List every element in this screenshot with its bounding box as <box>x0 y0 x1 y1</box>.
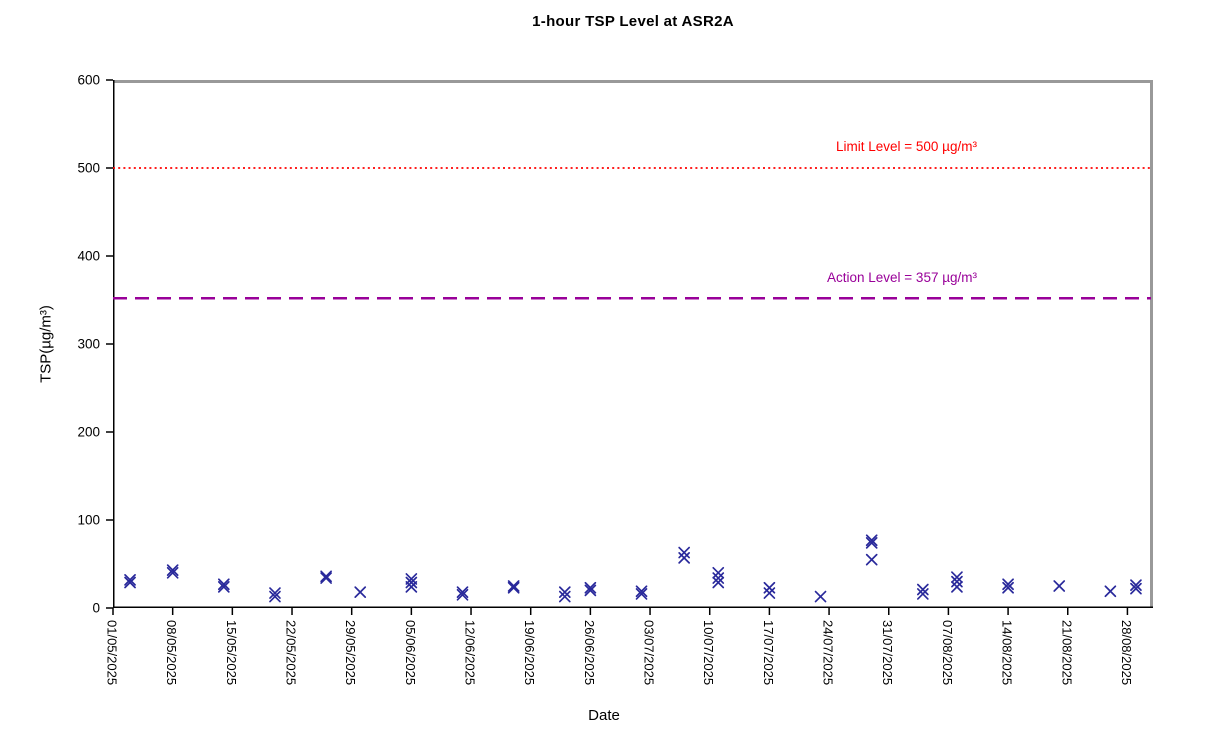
data-point-marker <box>916 583 929 596</box>
data-point-marker <box>320 572 332 584</box>
y-tick-label: 400 <box>77 249 100 264</box>
data-point-marker <box>456 586 469 599</box>
data-point-marker <box>405 573 418 585</box>
data-point-marker <box>1002 581 1014 594</box>
x-tick-label: 29/05/2025 <box>343 620 358 685</box>
x-tick-label: 17/07/2025 <box>761 620 776 685</box>
data-point-marker <box>635 588 648 600</box>
data-point-marker <box>951 581 963 593</box>
x-tick-label: 19/06/2025 <box>522 620 537 685</box>
data-point-marker <box>1053 580 1066 592</box>
data-point-marker <box>916 588 929 600</box>
chart-title: 1-hour TSP Level at ASR2A <box>532 13 734 30</box>
data-point-marker <box>1104 585 1117 598</box>
data-point-marker <box>763 581 776 594</box>
x-tick-label: 14/08/2025 <box>1000 620 1015 685</box>
x-axis-ticks: 01/05/2025 08/05/2025 15/05/2025 22/05/2025… <box>105 608 1134 685</box>
y-tick-label: 200 <box>77 425 100 440</box>
x-tick-label: 15/05/2025 <box>224 620 239 685</box>
data-point-marker <box>1130 579 1142 591</box>
data-point-marker <box>865 537 878 549</box>
x-tick-label: 05/06/2025 <box>403 620 418 685</box>
data-point-marker <box>678 551 690 564</box>
data-point-marker <box>456 588 469 601</box>
data-point-marker <box>814 590 827 603</box>
data-point-marker <box>1130 582 1142 595</box>
data-point-marker <box>405 581 418 593</box>
series-1-hour-tsp <box>124 534 1142 603</box>
data-point-marker <box>354 586 367 599</box>
y-tick-label: 0 <box>92 601 100 616</box>
data-point-marker <box>166 564 179 577</box>
x-tick-label: 07/08/2025 <box>940 620 955 685</box>
data-point-marker <box>507 580 520 592</box>
axes <box>113 80 1153 608</box>
limit-level-label: Limit Level = 500 µg/m³ <box>836 139 977 154</box>
data-point-marker <box>558 590 571 603</box>
x-tick-label: 03/07/2025 <box>642 620 657 685</box>
data-point-marker <box>124 573 136 586</box>
data-point-marker <box>405 576 418 589</box>
x-tick-label: 26/06/2025 <box>582 620 597 685</box>
data-point-marker <box>1002 578 1014 591</box>
data-point-marker <box>865 553 878 566</box>
data-point-marker <box>507 581 520 594</box>
y-tick-label: 600 <box>77 73 100 88</box>
x-tick-label: 24/07/2025 <box>821 620 836 685</box>
x-tick-label: 10/07/2025 <box>701 620 716 685</box>
data-point-marker <box>269 587 281 599</box>
data-point-marker <box>763 587 776 599</box>
plot-border <box>113 80 1153 608</box>
data-point-marker <box>951 575 963 588</box>
data-point-marker <box>865 534 878 547</box>
x-tick-label: 22/05/2025 <box>284 620 299 685</box>
data-point-marker <box>584 581 597 594</box>
y-tick-label: 300 <box>77 337 100 352</box>
data-point-marker <box>217 578 230 591</box>
data-point-marker <box>217 581 230 593</box>
data-point-marker <box>584 584 597 597</box>
data-point-marker <box>635 585 648 598</box>
x-tick-label: 21/08/2025 <box>1059 620 1074 685</box>
data-point-marker <box>678 546 690 559</box>
x-tick-label: 28/08/2025 <box>1119 620 1134 685</box>
x-axis-title: Date <box>588 707 620 724</box>
x-tick-label: 01/05/2025 <box>105 620 120 685</box>
data-point-marker <box>558 586 571 599</box>
action-level-label: Action Level = 357 µg/m³ <box>827 270 977 285</box>
data-point-marker <box>269 590 281 603</box>
x-tick-label: 31/07/2025 <box>880 620 895 685</box>
data-point-marker <box>320 570 332 583</box>
data-point-marker <box>712 566 725 579</box>
data-point-marker <box>124 576 136 589</box>
y-tick-label: 500 <box>77 161 100 176</box>
y-tick-label: 100 <box>77 513 100 528</box>
data-point-marker <box>712 572 725 584</box>
data-point-marker <box>712 576 725 589</box>
y-axis-ticks: 0 100 200 300 400 500 600 <box>77 73 113 616</box>
x-tick-label: 08/05/2025 <box>164 620 179 685</box>
data-point-marker <box>166 566 179 579</box>
x-tick-label: 12/06/2025 <box>463 620 478 685</box>
data-point-marker <box>951 571 963 584</box>
